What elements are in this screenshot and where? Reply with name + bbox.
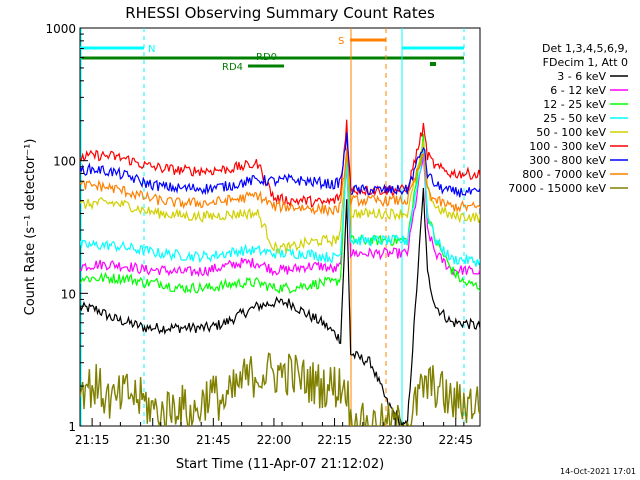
- legend-label: 50 - 100 keV: [536, 126, 606, 139]
- chart-title: RHESSI Observing Summary Count Rates: [125, 4, 435, 22]
- x-axis-label: Start Time (11-Apr-07 21:12:02): [176, 457, 384, 472]
- decim-tick: [430, 62, 436, 66]
- series-line-3: [80, 133, 480, 294]
- legend-header-1: Det 1,3,4,5,6,9,: [542, 42, 628, 55]
- time-markers: [80, 28, 465, 426]
- y-axis-label: Count Rate (s⁻¹ detector⁻¹): [23, 139, 38, 316]
- legend-label: 800 - 7000 keV: [522, 168, 606, 181]
- legend-label: 25 - 50 keV: [543, 112, 606, 125]
- series-line-8: [80, 148, 480, 218]
- y-tick-label: 1000: [45, 22, 76, 36]
- rd4-label: RD4: [222, 62, 243, 73]
- x-tick-label: 21:30: [135, 433, 170, 447]
- attenuator-bars: N S RD0 RD4: [80, 36, 464, 73]
- series-line-6: [80, 119, 480, 208]
- x-tick-label: 22:30: [378, 433, 413, 447]
- legend-label: 100 - 300 keV: [529, 140, 606, 153]
- series-line-2: [80, 155, 480, 278]
- legend-label: 300 - 800 keV: [529, 154, 606, 167]
- x-tick-label: 21:45: [196, 433, 231, 447]
- series-line-7: [80, 132, 480, 198]
- night-label: N: [148, 44, 155, 55]
- series-layer: [80, 119, 480, 426]
- series-line-9: [80, 352, 480, 426]
- plot-frame: [79, 27, 481, 427]
- y-axis: 1 10 100 1000: [45, 22, 88, 434]
- x-axis: 21:15 21:30 21:45 22:00 22:15 22:30 22:45: [75, 418, 473, 447]
- saa-label: S: [338, 36, 344, 47]
- footer-timestamp: 14-Oct-2021 17:01: [560, 467, 636, 476]
- legend: Det 1,3,4,5,6,9, FDecim 1, Att 0 3 - 6 k…: [508, 42, 628, 195]
- legend-label: 12 - 25 keV: [543, 98, 606, 111]
- legend-header-2: FDecim 1, Att 0: [543, 56, 628, 69]
- y-tick-label: 1: [68, 420, 76, 434]
- y-tick-label: 100: [53, 155, 76, 169]
- rd0-label: RD0: [256, 52, 277, 63]
- series-line-4: [80, 151, 480, 267]
- y-tick-label: 10: [61, 287, 76, 301]
- x-tick-label: 22:45: [438, 433, 473, 447]
- legend-label: 7000 - 15000 keV: [508, 182, 606, 195]
- x-tick-label: 22:00: [257, 433, 292, 447]
- x-tick-label: 22:15: [317, 433, 352, 447]
- series-line-5: [80, 140, 480, 255]
- legend-label: 3 - 6 keV: [557, 70, 606, 83]
- legend-label: 6 - 12 keV: [550, 84, 606, 97]
- series-line-1: [80, 187, 480, 426]
- x-tick-label: 21:15: [75, 433, 110, 447]
